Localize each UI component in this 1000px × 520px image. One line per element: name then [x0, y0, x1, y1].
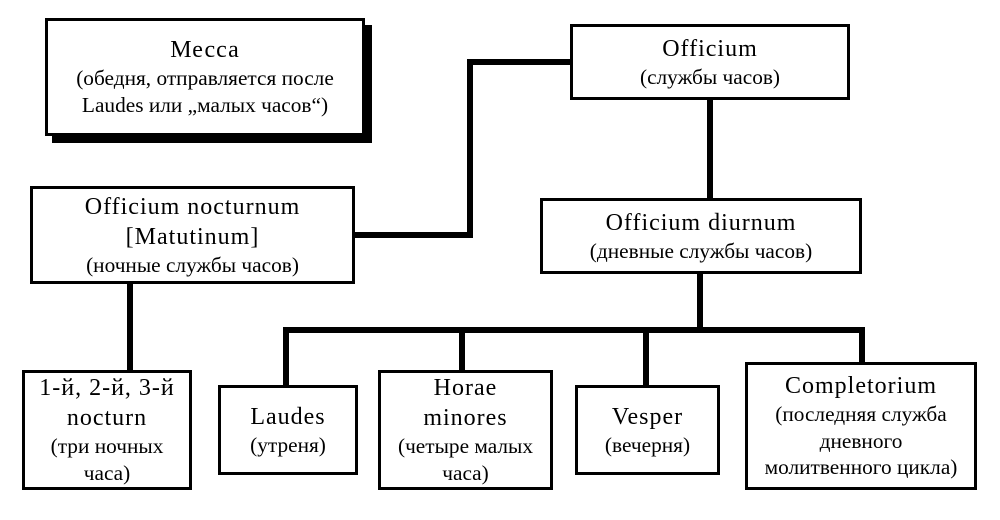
node-nocturn123: 1-й, 2-й, 3-й nocturn (три ночных часа) [22, 370, 192, 490]
node-mecca-sub: (обедня, отправляется после Laudes или „… [56, 65, 354, 118]
node-vesper-title: Vesper [612, 402, 683, 432]
node-nocturn123-title: 1-й, 2-й, 3-й [39, 373, 175, 403]
node-nocturnum: Officium nocturnum [Matutinum] (ночные с… [30, 186, 355, 284]
node-completorium-title: Completorium [785, 371, 937, 401]
node-laudes-sub: (утреня) [250, 432, 326, 459]
node-diurnum-title: Officium diurnum [606, 208, 797, 238]
node-mecca: Месса (обедня, отправляется после Laudes… [45, 18, 365, 136]
node-nocturn123-title2: nocturn [67, 403, 147, 433]
node-laudes-title: Laudes [250, 402, 325, 432]
node-diurnum: Officium diurnum (дневные службы часов) [540, 198, 862, 274]
node-horae-title: Horae minores [389, 373, 542, 433]
node-horae-sub: (четыре малых часа) [389, 433, 542, 486]
node-laudes: Laudes (утреня) [218, 385, 358, 475]
node-mecca-title: Месса [170, 35, 240, 65]
node-nocturnum-title2: [Matutinum] [126, 222, 260, 252]
node-officium-sub: (службы часов) [640, 64, 780, 91]
node-officium: Officium (службы часов) [570, 24, 850, 100]
node-completorium: Completorium (последняя служба дневного … [745, 362, 977, 490]
node-vesper-sub: (вечерня) [605, 432, 690, 459]
node-nocturn123-sub: (три ночных часа) [33, 433, 181, 486]
node-officium-title: Officium [662, 34, 758, 64]
node-diurnum-sub: (дневные службы часов) [590, 238, 812, 265]
node-horae: Horae minores (четыре малых часа) [378, 370, 553, 490]
diagram-canvas: Месса (обедня, отправляется после Laudes… [0, 0, 1000, 520]
node-vesper: Vesper (вечерня) [575, 385, 720, 475]
node-nocturnum-title: Officium nocturnum [85, 192, 301, 222]
node-completorium-sub: (последняя служба дневного молитвенного … [756, 401, 966, 481]
node-nocturnum-sub: (ночные службы часов) [86, 252, 299, 279]
